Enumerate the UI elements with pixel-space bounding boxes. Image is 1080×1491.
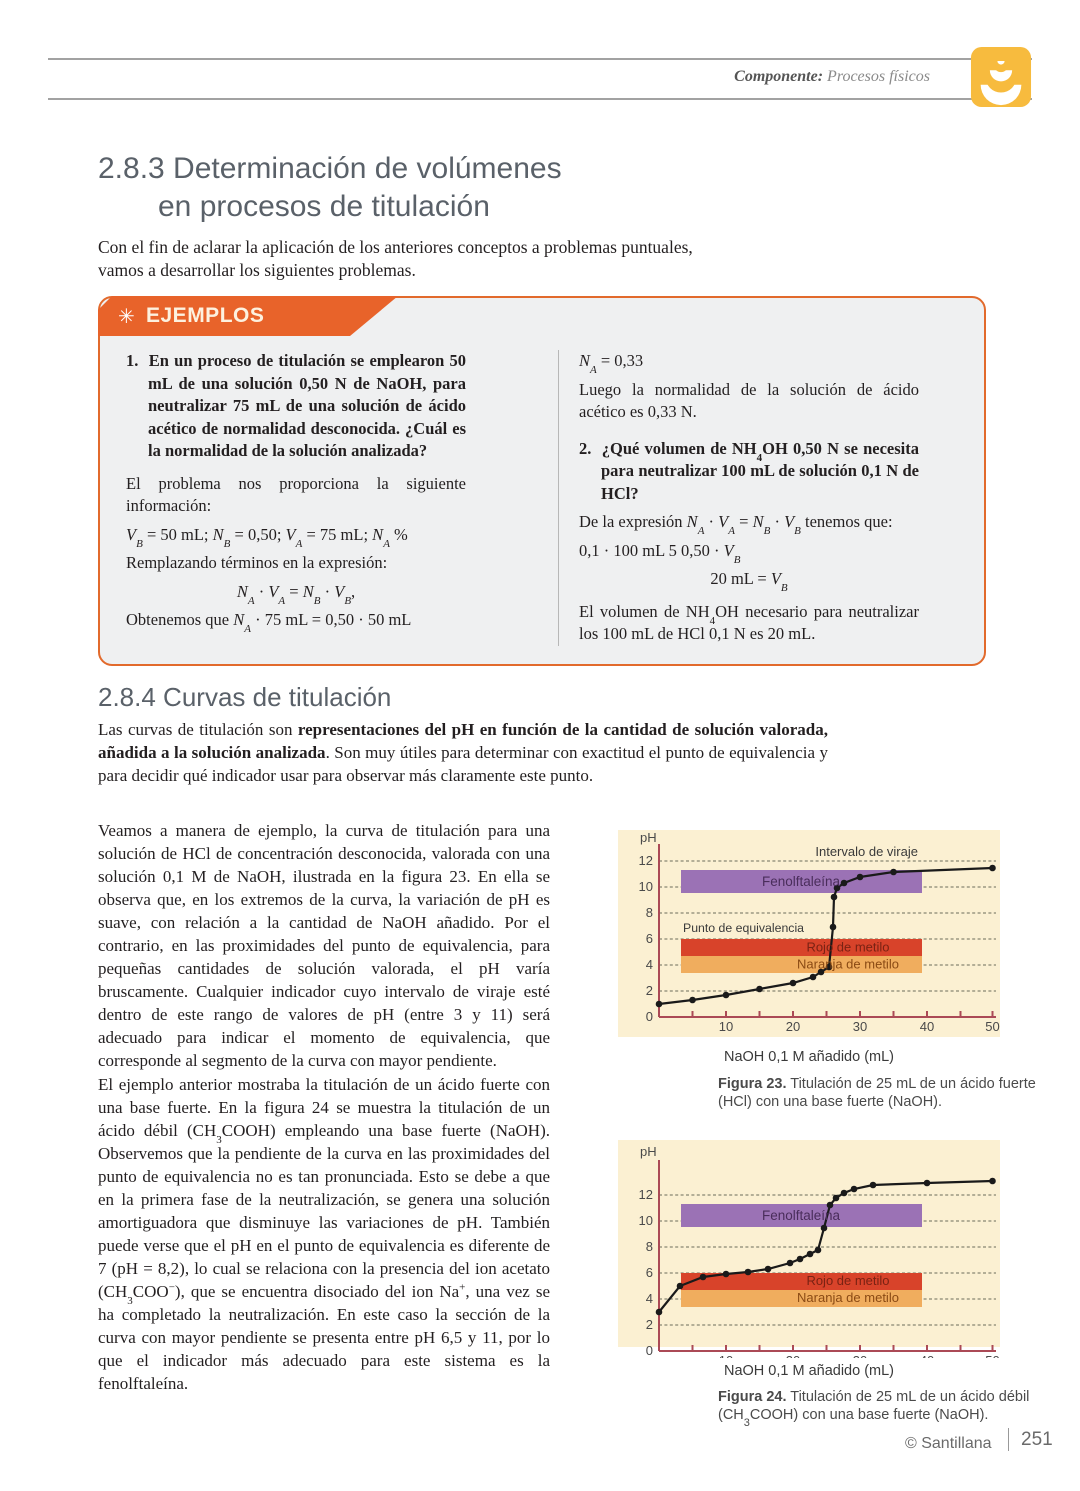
svg-text:Intervalo de viraje: Intervalo de viraje xyxy=(815,844,918,859)
svg-text:50: 50 xyxy=(985,1019,999,1034)
svg-text:30: 30 xyxy=(853,1019,867,1034)
svg-text:10: 10 xyxy=(639,1213,653,1228)
svg-text:0: 0 xyxy=(646,1343,653,1358)
svg-text:10: 10 xyxy=(719,1019,733,1034)
svg-text:8: 8 xyxy=(646,1239,653,1254)
svg-text:pH: pH xyxy=(640,1144,657,1159)
svg-text:12: 12 xyxy=(639,853,653,868)
svg-text:50: 50 xyxy=(985,1353,999,1358)
svg-text:Naranja de metilo: Naranja de metilo xyxy=(797,957,899,972)
svg-text:0: 0 xyxy=(646,1009,653,1024)
svg-text:20: 20 xyxy=(786,1353,800,1358)
svg-text:8: 8 xyxy=(646,905,653,920)
svg-text:10: 10 xyxy=(719,1353,733,1358)
svg-text:pH: pH xyxy=(640,830,657,845)
svg-text:Rojo de metilo: Rojo de metilo xyxy=(806,940,889,955)
svg-text:Naranja de metilo: Naranja de metilo xyxy=(797,1290,899,1305)
svg-text:2: 2 xyxy=(646,983,653,998)
svg-text:Fenolftaleína: Fenolftaleína xyxy=(762,874,841,889)
svg-text:20: 20 xyxy=(786,1019,800,1034)
svg-text:Punto de equivalencia: Punto de equivalencia xyxy=(683,921,804,935)
svg-text:40: 40 xyxy=(920,1353,934,1358)
svg-text:6: 6 xyxy=(646,931,653,946)
svg-text:10: 10 xyxy=(639,879,653,894)
svg-text:30: 30 xyxy=(853,1353,867,1358)
svg-text:Rojo de metilo: Rojo de metilo xyxy=(806,1273,889,1288)
svg-text:40: 40 xyxy=(920,1019,934,1034)
svg-text:2: 2 xyxy=(646,1317,653,1332)
svg-text:Fenolftaleína: Fenolftaleína xyxy=(762,1208,841,1223)
svg-text:12: 12 xyxy=(639,1187,653,1202)
svg-text:4: 4 xyxy=(646,957,653,972)
svg-text:4: 4 xyxy=(646,1291,653,1306)
svg-text:6: 6 xyxy=(646,1265,653,1280)
